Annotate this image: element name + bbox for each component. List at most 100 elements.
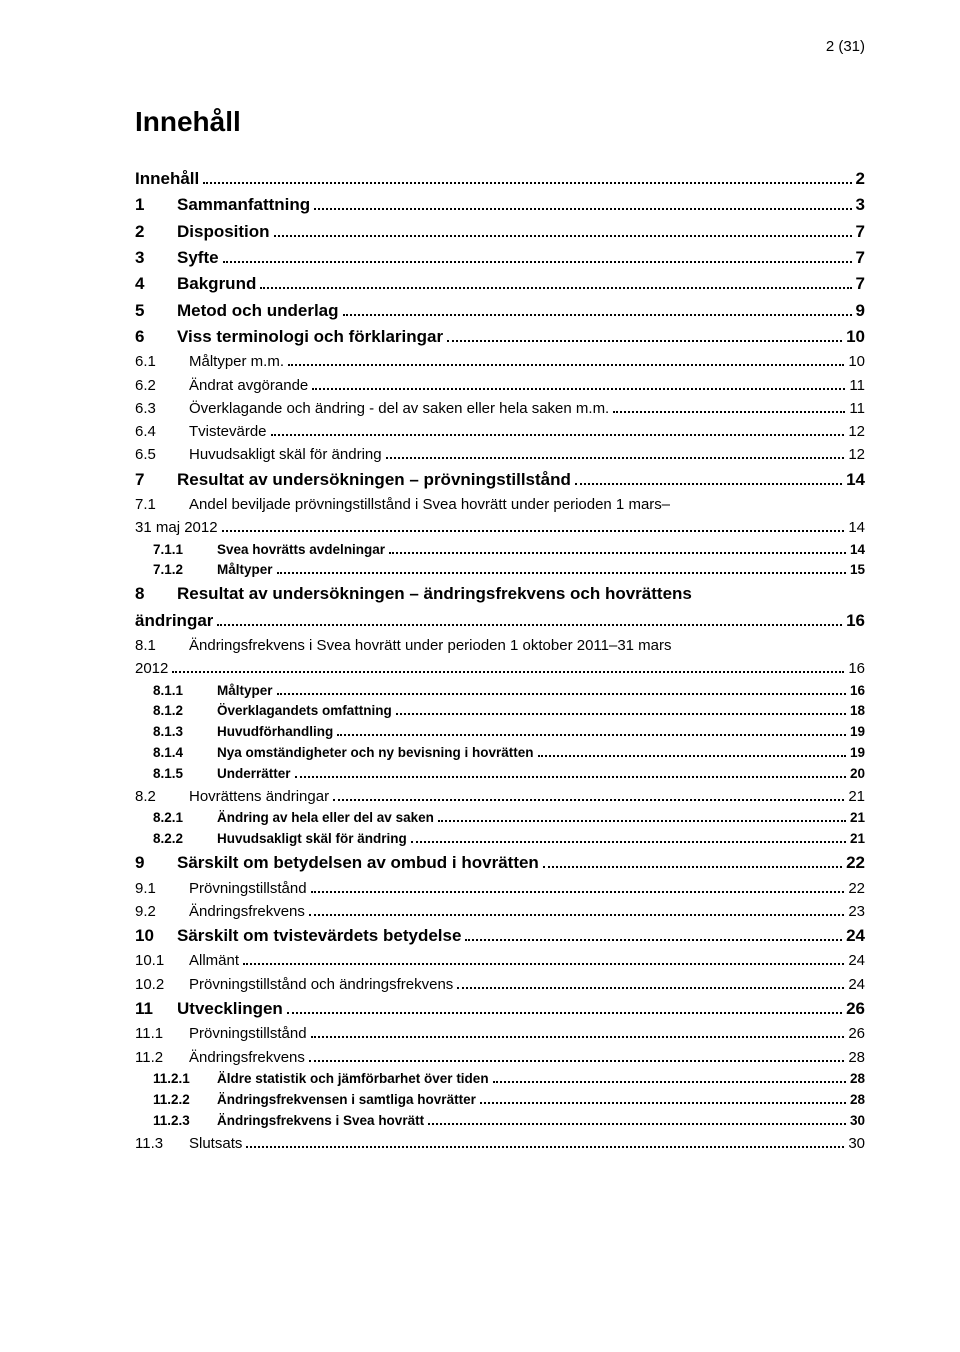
toc-number: 10 (135, 923, 177, 949)
toc-entry: 7.1.2Måltyper15 (135, 560, 865, 581)
toc-label: Tvistevärde (189, 420, 267, 443)
toc-number: 7.1.2 (135, 560, 217, 581)
toc-page: 21 (848, 785, 865, 808)
toc-entry: 8.2Hovrättens ändringar21 (135, 785, 865, 808)
toc-page: 24 (848, 949, 865, 972)
toc-leader (243, 955, 844, 965)
toc-label: Ändrat avgörande (189, 374, 308, 397)
toc-page: 16 (850, 681, 865, 702)
toc-page: 7 (856, 271, 865, 297)
toc-number: 6.2 (135, 374, 189, 397)
toc-entry: 11.3Slutsats30 (135, 1132, 865, 1155)
toc-page: 28 (848, 1046, 865, 1069)
toc-label: Huvudsakligt skäl för ändring (217, 829, 407, 850)
toc-number: 11.2 (135, 1046, 189, 1069)
toc-entry: 7Resultat av undersökningen – prövningst… (135, 467, 865, 493)
toc-label: Ändringsfrekvens (189, 1046, 305, 1069)
toc-leader (613, 403, 845, 413)
toc-leader (480, 1094, 846, 1103)
toc-number: 8 (135, 581, 177, 607)
toc-label: Underrätter (217, 764, 291, 785)
toc-number: 6.4 (135, 420, 189, 443)
toc-number: 10.2 (135, 973, 189, 996)
toc-page: 26 (846, 996, 865, 1022)
toc-page: 19 (850, 743, 865, 764)
toc-label: Prövningstillstånd (189, 1022, 307, 1045)
toc-number: 8.1.4 (135, 743, 217, 764)
toc-number: 8.1.1 (135, 681, 217, 702)
toc-label: Överklagandets omfattning (217, 701, 392, 722)
toc-number: 8.1.2 (135, 701, 217, 722)
toc-number: 6.1 (135, 350, 189, 373)
toc-entry: 8.1.3Huvudförhandling19 (135, 722, 865, 743)
toc-entry: 9Särskilt om betydelsen av ombud i hovrä… (135, 850, 865, 876)
page-number: 2 (31) (826, 38, 865, 55)
toc-entry: 6.2Ändrat avgörande11 (135, 374, 865, 397)
toc-leader (222, 522, 845, 532)
toc-page: 12 (848, 420, 865, 443)
toc-label: 2012 (135, 657, 168, 680)
toc-entry: 5Metod och underlag9 (135, 298, 865, 324)
toc-number: 8.1.3 (135, 722, 217, 743)
toc-number: 5 (135, 298, 177, 324)
toc-entry: 8.2.1Ändring av hela eller del av saken2… (135, 808, 865, 829)
toc-number: 8.2 (135, 785, 189, 808)
toc-leader (312, 379, 845, 389)
toc-number: 11.1 (135, 1022, 189, 1045)
toc-page: 14 (846, 467, 865, 493)
toc-label: Ändringsfrekvens i Svea hovrätt under pe… (189, 634, 672, 657)
toc-leader (337, 727, 846, 736)
toc-leader (333, 791, 844, 801)
toc-label: Äldre statistik och jämförbarhet över ti… (217, 1069, 489, 1090)
toc-page: 20 (850, 764, 865, 785)
table-of-contents: Innehåll21Sammanfattning32Disposition73S… (135, 166, 865, 1155)
toc-leader (411, 834, 846, 843)
toc-page: 2 (856, 166, 865, 192)
toc-leader (389, 544, 846, 553)
toc-label: Särskilt om tvistevärdets betydelse (177, 923, 461, 949)
toc-entry: 7.1Andel beviljade prövningstillstånd i … (135, 493, 865, 540)
toc-number: 9.2 (135, 900, 189, 923)
toc-page: 28 (850, 1090, 865, 1111)
toc-leader (311, 882, 845, 892)
toc-number: 9.1 (135, 877, 189, 900)
toc-page: 30 (848, 1132, 865, 1155)
toc-number: 6.3 (135, 397, 189, 420)
toc-entry: 8.1.5Underrätter 20 (135, 764, 865, 785)
toc-number: 8.2.1 (135, 808, 217, 829)
toc-leader (538, 748, 846, 757)
toc-entry: 8.1Ändringsfrekvens i Svea hovrätt under… (135, 634, 865, 681)
toc-number: 2 (135, 219, 177, 245)
toc-label: Prövningstillstånd och ändringsfrekvens (189, 973, 453, 996)
toc-leader (543, 857, 842, 868)
toc-leader (309, 906, 844, 916)
document-page: 2 (31) Innehåll Innehåll21Sammanfattning… (0, 0, 960, 1352)
toc-entry: Innehåll 2 (135, 166, 865, 192)
toc-entry: 6.5Huvudsakligt skäl för ändring12 (135, 443, 865, 466)
toc-label: Disposition (177, 219, 270, 245)
toc-page: 22 (848, 877, 865, 900)
toc-number: 11.2.3 (135, 1111, 217, 1132)
toc-label: Innehåll (135, 166, 199, 192)
toc-leader (465, 930, 842, 941)
toc-page: 24 (848, 973, 865, 996)
toc-number: 7.1 (135, 493, 189, 516)
toc-number: 11.3 (135, 1132, 189, 1155)
toc-page: 16 (848, 657, 865, 680)
toc-leader (343, 304, 852, 315)
toc-leader (274, 225, 852, 236)
toc-number: 10.1 (135, 949, 189, 972)
toc-entry: 10Särskilt om tvistevärdets betydelse24 (135, 923, 865, 949)
toc-page: 21 (850, 829, 865, 850)
toc-number: 6 (135, 324, 177, 350)
toc-page: 3 (856, 192, 865, 218)
toc-label: Svea hovrätts avdelningar (217, 540, 385, 561)
toc-page: 14 (850, 540, 865, 561)
toc-leader (246, 1137, 844, 1147)
toc-number: 8.1.5 (135, 764, 217, 785)
toc-label: Ändringsfrekvens (189, 900, 305, 923)
toc-number: 6.5 (135, 443, 189, 466)
toc-label: Måltyper (217, 681, 273, 702)
toc-entry: 10.2Prövningstillstånd och ändringsfrekv… (135, 973, 865, 996)
toc-entry: 3Syfte7 (135, 245, 865, 271)
